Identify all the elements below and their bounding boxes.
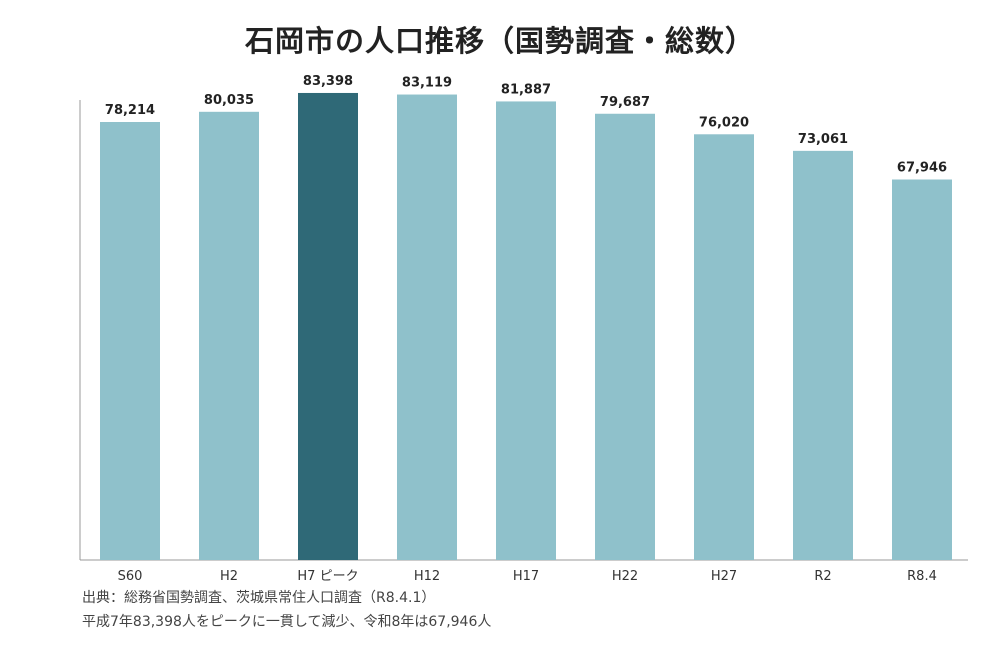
x-tick-label-2: H7 ピーク [297, 569, 358, 584]
value-label-2: 83,398 [303, 74, 353, 89]
x-tick-label-0: S60 [118, 569, 143, 584]
bar-3 [397, 94, 457, 560]
value-label-8: 67,946 [897, 161, 947, 176]
bar-5 [595, 113, 655, 560]
x-tick-label-7: R2 [814, 569, 831, 584]
bar-1 [199, 111, 259, 560]
x-tick-label-8: R8.4 [907, 569, 937, 584]
x-tick-label-3: H12 [414, 569, 440, 584]
bar-2 [298, 92, 358, 561]
x-tick-label-6: H27 [711, 569, 737, 584]
chart-title: 石岡市の人口推移（国勢調査・総数） [244, 24, 755, 58]
bar-0 [100, 122, 160, 561]
value-label-6: 76,020 [699, 115, 749, 130]
bar-7 [793, 150, 853, 560]
bar-6 [694, 134, 754, 560]
value-label-7: 73,061 [798, 132, 848, 147]
bar-4 [496, 101, 556, 560]
value-label-1: 80,035 [204, 93, 254, 108]
x-tick-label-4: H17 [513, 569, 539, 584]
value-label-3: 83,119 [402, 76, 452, 91]
summary-note: 平成7年83,398人をピークに一貫して減少、令和8年は67,946人 [82, 614, 492, 630]
source-note: 出典：総務省国勢調査、茨城県常住人口調査（R8.4.1） [82, 590, 436, 606]
value-label-5: 79,687 [600, 95, 650, 110]
source-notes: 出典：総務省国勢調査、茨城県常住人口調査（R8.4.1） 平成7年83,398人… [82, 586, 491, 634]
bar-8 [892, 179, 952, 561]
x-tick-label-5: H22 [612, 569, 638, 584]
x-tick-label-1: H2 [220, 569, 238, 584]
value-label-0: 78,214 [105, 103, 155, 118]
value-label-4: 81,887 [501, 82, 551, 97]
